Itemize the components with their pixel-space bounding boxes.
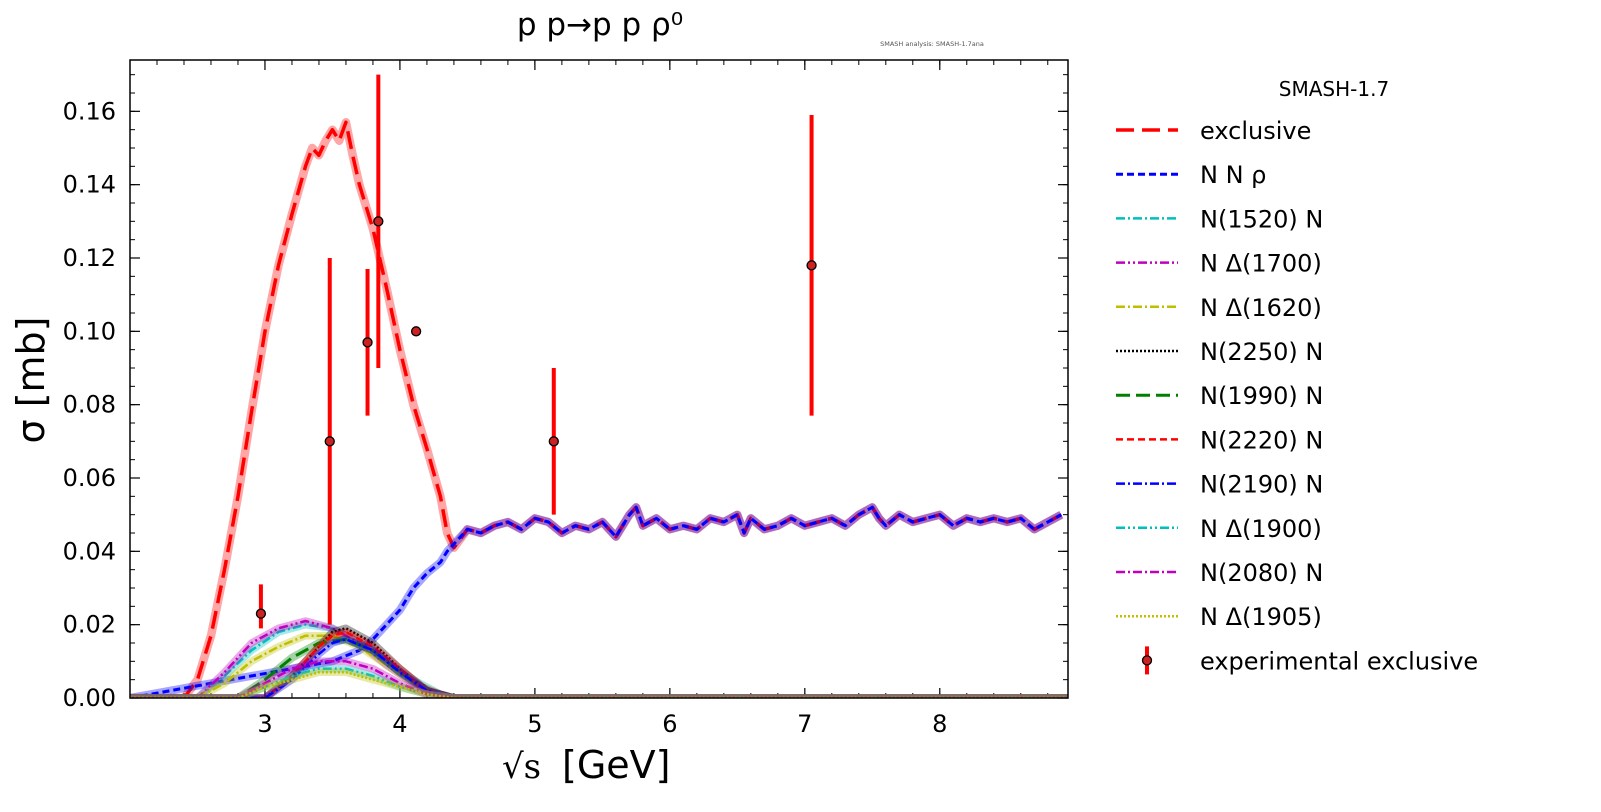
x-tick-label: 8 xyxy=(932,710,947,738)
legend-label: N(2250) N xyxy=(1200,338,1323,366)
y-tick-label: 0.02 xyxy=(63,611,116,639)
watermark-text: SMASH analysis: SMASH-1.7ana xyxy=(880,40,984,48)
x-tick-label: 4 xyxy=(392,710,407,738)
legend-label: exclusive xyxy=(1200,117,1311,145)
y-tick-label: 0.08 xyxy=(63,391,116,419)
data-point xyxy=(324,436,335,447)
legend-marker xyxy=(1141,655,1153,666)
data-point xyxy=(255,608,267,619)
y-tick-label: 0.04 xyxy=(63,537,116,565)
legend-label: N(2080) N xyxy=(1200,559,1323,587)
series-line xyxy=(130,630,1068,698)
series-line xyxy=(130,660,1068,698)
legend-label: N Δ(1620) xyxy=(1200,294,1322,322)
x-axis-label: √s [GeV] xyxy=(502,743,670,787)
y-tick-label: 0.16 xyxy=(63,97,116,125)
legend-label: N N ρ xyxy=(1200,161,1266,189)
x-tick-label: 7 xyxy=(797,710,812,738)
x-axis-label-prefix: √s xyxy=(502,747,541,787)
y-tick-label: 0.00 xyxy=(63,684,116,712)
legend: SMASH-1.7 exclusive N N ρ N(1520) N N Δ(170… xyxy=(1116,77,1478,675)
legend-label: N(1990) N xyxy=(1200,382,1323,410)
data-point xyxy=(806,260,817,271)
legend-label: N(2220) N xyxy=(1200,426,1323,454)
x-tick-labels: 3 4 5 6 7 8 xyxy=(257,710,947,738)
data-point xyxy=(410,326,422,337)
data-point xyxy=(373,216,384,227)
y-tick-label: 0.06 xyxy=(63,464,116,492)
plot-frame xyxy=(129,59,1069,699)
series-line xyxy=(130,505,1063,698)
legend-label: N Δ(1700) xyxy=(1200,250,1322,278)
x-tick-label: 5 xyxy=(527,710,542,738)
experimental-layer xyxy=(255,74,817,629)
y-tick-labels: 0.00 0.02 0.04 0.06 0.08 0.10 0.12 0.14 0.16 xyxy=(63,97,116,712)
y-tick-label: 0.10 xyxy=(63,317,116,345)
data-point xyxy=(548,436,559,447)
x-axis-label-unit: [GeV] xyxy=(562,743,670,787)
y-tick-label: 0.12 xyxy=(63,244,116,272)
series-layer xyxy=(130,118,1068,698)
y-tick-label: 0.14 xyxy=(63,171,116,199)
series-line xyxy=(130,671,1068,698)
ticks xyxy=(130,60,1068,699)
data-point xyxy=(362,337,373,348)
legend-label: N Δ(1905) xyxy=(1200,603,1322,631)
chart-title: p p→p p ρ⁰ SMASH analysis: SMASH-1.7ana xyxy=(517,7,984,48)
plot-area-background xyxy=(130,60,1068,698)
x-tick-label: 3 xyxy=(257,710,272,738)
x-tick-label: 6 xyxy=(662,710,677,738)
legend-label: N Δ(1900) xyxy=(1200,515,1322,543)
legend-label: N(2190) N xyxy=(1200,471,1323,499)
y-axis-label: σ [mb] xyxy=(9,317,53,444)
series-line xyxy=(130,638,1068,698)
series-line xyxy=(130,637,1068,698)
series-line xyxy=(130,623,1068,698)
legend-title: SMASH-1.7 xyxy=(1279,77,1389,101)
legend-label: N(1520) N xyxy=(1200,205,1323,233)
title-text: p p→p p ρ⁰ xyxy=(517,7,683,43)
legend-label: experimental exclusive xyxy=(1200,647,1478,675)
